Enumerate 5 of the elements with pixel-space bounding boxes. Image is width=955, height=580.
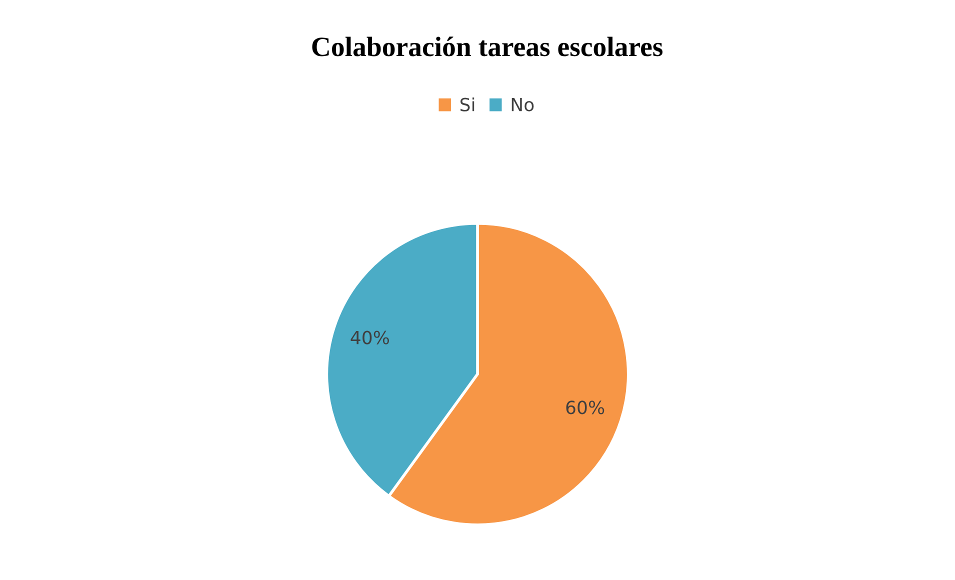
chart-title: Colaboración tareas escolares (312, 36, 663, 56)
legend-label: No (512, 98, 534, 112)
data-label: 60% (566, 400, 604, 414)
legend-label: Si (460, 97, 474, 112)
data-label: 40% (350, 330, 390, 344)
